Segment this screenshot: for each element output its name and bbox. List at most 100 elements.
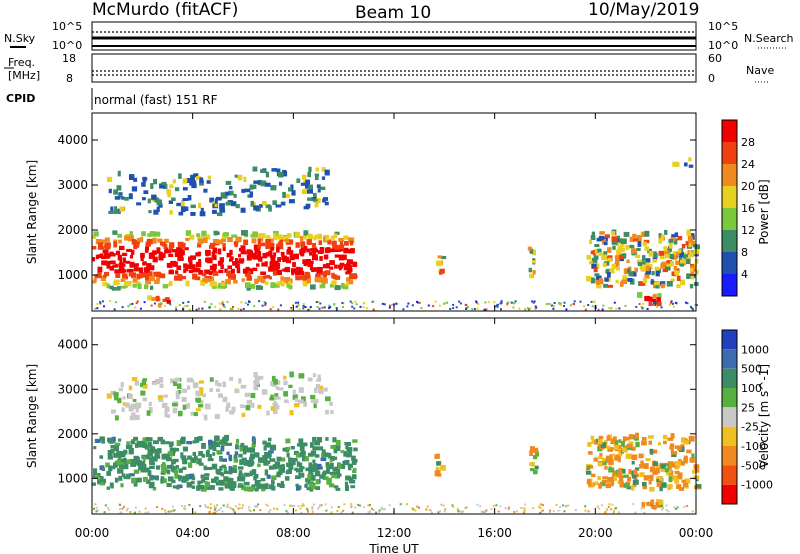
velocity-cell [123,505,126,508]
velocity-cell [99,465,105,471]
velocity-cell [150,457,156,461]
power-cell [648,250,654,257]
power-cell [158,255,164,261]
velocity-colorbar-swatch [722,426,737,446]
power-cell [670,261,675,267]
power-cell [651,271,655,276]
cpid-label: CPID [6,92,35,105]
velocity-cell [622,468,626,474]
velocity-cell [233,455,238,461]
power-cell [465,308,467,310]
power-cell [329,283,334,288]
power-cell [307,189,313,194]
velocity-cell [238,473,244,479]
power-cell [229,249,233,255]
power-cell [253,305,256,308]
velocity-cell [123,449,128,455]
velocity-cell [133,414,140,420]
power-cell [593,267,598,273]
velocity-cell [670,475,677,481]
velocity-cell [483,511,486,514]
power-cell [328,248,335,253]
power-cell [302,303,305,305]
power-cell [619,281,624,287]
velocity-cell [269,508,272,511]
velocity-colorbar-swatch [722,465,737,485]
velocity-cell [209,377,214,382]
power-cell [279,304,282,307]
velocity-cell [598,507,601,510]
power-cell [624,304,627,307]
power-cell [306,239,312,245]
velocity-cell [129,415,136,421]
power-cell [686,229,691,236]
power-cell [195,308,198,311]
velocity-cell [198,404,204,408]
velocity-cell [160,463,167,468]
velocity-cell [301,396,306,403]
velocity-cell [118,469,124,474]
velocity-cell [418,506,420,509]
velocity-cell [643,463,649,469]
velocity-cell [120,483,124,488]
power-cell [146,263,152,268]
power-cell [264,302,267,305]
velocity-colorbar-tick: 500 [741,363,762,376]
velocity-cell [562,504,565,507]
power-cell [338,238,345,242]
power-cell [531,300,533,303]
velocity-cell [325,462,330,468]
power-cell [145,276,149,281]
power-cell [579,300,582,303]
velocity-cell [399,503,402,506]
velocity-colorbar-tick: 25 [741,401,755,414]
velocity-ytick-label: 2000 [57,427,88,441]
power-cell [264,304,267,307]
velocity-cell [338,463,342,469]
velocity-cell [181,479,187,483]
power-cell [603,251,608,255]
velocity-cell [221,464,227,468]
velocity-cell [495,504,498,507]
velocity-cell [332,437,337,443]
power-cell [263,301,266,303]
power-cell [560,303,562,306]
power-cell [626,244,630,249]
power-cell [532,249,536,256]
power-cell [672,251,678,257]
power-cell [690,240,696,246]
power-cell [603,241,608,246]
power-cell [333,303,336,306]
velocity-cell [152,487,157,491]
velocity-cell [308,471,312,477]
velocity-cell [202,393,207,398]
power-cell [109,285,114,290]
velocity-cell [371,507,373,510]
power-cell [318,240,323,245]
power-cell [339,248,344,252]
power-cell [192,273,198,280]
power-cell [282,256,288,261]
power-cell [201,281,205,286]
velocity-cell [222,381,226,388]
power-cell [348,237,352,244]
power-cell [182,308,184,311]
velocity-cell [180,452,184,459]
velocity-cell [184,505,186,508]
velocity-cell [100,478,106,484]
velocity-cell [201,454,205,458]
power-cell [690,265,696,269]
power-cell [259,242,266,247]
velocity-cell [266,504,269,507]
velocity-cell [587,442,592,447]
power-cell [234,241,239,246]
velocity-cell [226,402,231,409]
power-cell [253,205,260,211]
velocity-cell [351,459,357,465]
power-cell [666,260,672,265]
power-cell [189,264,196,270]
velocity-cell [333,485,339,489]
velocity-cell [440,464,446,471]
velocity-cell [608,503,611,506]
power-cell [169,303,172,306]
